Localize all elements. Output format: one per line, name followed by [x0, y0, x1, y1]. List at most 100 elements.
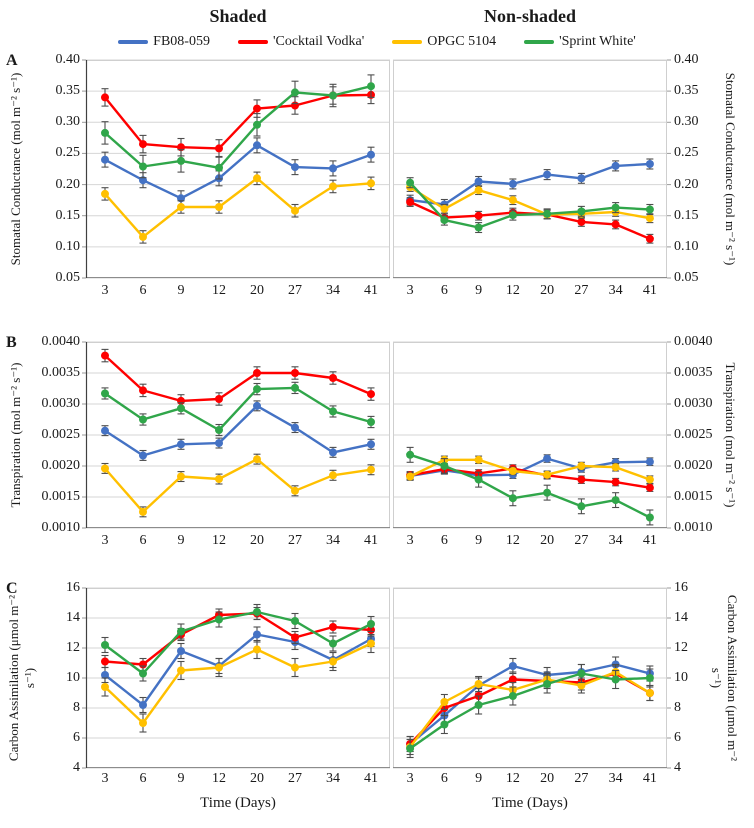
y-tick-label: 4: [674, 760, 681, 775]
y-tick-label: 6: [73, 730, 80, 745]
x-tick-label: 20: [250, 771, 264, 786]
x-tick-label: 12: [505, 283, 520, 298]
y-tick-label: 0.0030: [674, 396, 713, 411]
y-axis-title-left-b: Transpiration (mol m⁻² s⁻¹): [8, 362, 23, 508]
y-tick-label: 0.0020: [41, 458, 81, 473]
x-tick-label: 12: [212, 533, 226, 548]
x-tick-label: 3: [101, 283, 109, 298]
y-tick-label: 0.0015: [674, 489, 713, 504]
x-tick-label: 3: [101, 771, 109, 786]
x-tick-label: 34: [608, 771, 623, 786]
column-title-shaded: Shaded: [209, 6, 267, 26]
x-tick-label: 41: [364, 771, 378, 786]
y-tick-label: 4: [73, 760, 80, 775]
x-tick-label: 41: [642, 771, 657, 786]
x-tick-label: 6: [440, 771, 448, 786]
x-tick-label: 9: [177, 771, 185, 786]
legend-item: 'Sprint White': [524, 34, 636, 50]
chart-svg: [82, 587, 390, 769]
y-tick-label: 0.40: [674, 52, 699, 67]
x-tick-label: 20: [540, 533, 555, 548]
x-axis-title: Time (Days): [200, 795, 276, 811]
legend-item-label: 'Cocktail Vodka': [272, 34, 365, 49]
y-tick-label: 0.15: [55, 207, 81, 223]
y-tick-label: 0.0030: [41, 396, 81, 411]
chart-svg: [393, 341, 671, 529]
x-tick-label: 9: [475, 533, 483, 548]
x-tick-label: 6: [440, 533, 448, 548]
x-tick-label: 12: [212, 771, 226, 786]
y-tick-label: 0.0010: [674, 520, 713, 535]
y-tick-label: 0.0025: [674, 427, 713, 442]
y-tick-label: 0.25: [674, 145, 699, 161]
y-tick-label: 16: [674, 580, 688, 595]
y-tick-label: 12: [674, 640, 688, 655]
y-tick-label: 0.05: [55, 270, 81, 285]
y-tick-label: 10: [674, 670, 688, 685]
legend-line-swatch: [392, 40, 423, 44]
y-tick-label: 0.30: [674, 114, 699, 130]
y-tick-label: 0.0015: [41, 489, 81, 504]
legend-item: OPGC 5104: [392, 34, 496, 50]
legend-line-swatch: [524, 40, 555, 44]
y-tick-label: 0.30: [55, 114, 81, 130]
legend: FB08-059 'Cocktail Vodka' OPGC 5104 'Sprint…: [60, 34, 694, 50]
y-tick-label: 16: [66, 580, 80, 595]
y-tick-label: 0.10: [674, 238, 699, 254]
y-tick-label: 0.10: [55, 238, 81, 254]
legend-item: FB08-059: [118, 34, 210, 50]
chart-c-shaded: [82, 587, 390, 769]
y-tick-label: 0.15: [674, 207, 699, 223]
x-tick-label: 27: [288, 283, 302, 298]
x-tick-label: 12: [505, 533, 520, 548]
chart-b-non-shaded: [393, 341, 671, 529]
y-tick-label: 8: [674, 700, 681, 715]
legend-line-swatch: [237, 40, 268, 44]
x-tick-label: 20: [540, 283, 555, 298]
y-axis-title-right-b: Transpiration (mol m⁻² s⁻¹): [723, 362, 738, 508]
x-tick-label: 9: [177, 533, 185, 548]
y-tick-label: 10: [66, 670, 80, 685]
column-title-non-shaded: Non-shaded: [483, 6, 577, 26]
legend-item-label: OPGC 5104: [427, 34, 497, 49]
x-tick-label: 41: [642, 533, 657, 548]
x-tick-label: 9: [475, 283, 483, 298]
y-tick-label: 0.35: [674, 83, 699, 99]
x-tick-label: 20: [540, 771, 555, 786]
y-tick-label: 0.0025: [41, 427, 81, 442]
x-tick-label: 27: [288, 771, 302, 786]
chart-c-non-shaded: [393, 587, 671, 769]
x-axis-title: Time (Days): [492, 795, 568, 811]
y-tick-label: 12: [66, 640, 80, 655]
y-axis-title-left-c: Carbon Assimilation (μmol m⁻² s⁻¹): [6, 594, 37, 762]
x-tick-label: 27: [574, 283, 589, 298]
y-axis-title-left-a: Stomatal Conductance (mol m⁻² s⁻¹): [8, 72, 23, 266]
x-tick-label: 41: [364, 283, 378, 298]
y-tick-label: 0.0035: [674, 365, 713, 380]
x-tick-label: 12: [212, 283, 226, 298]
y-tick-label: 0.05: [674, 270, 699, 285]
x-tick-label: 34: [326, 283, 340, 298]
x-tick-label: 27: [574, 771, 589, 786]
x-tick-label: 20: [250, 283, 264, 298]
x-tick-label: 3: [406, 533, 414, 548]
x-tick-label: 41: [364, 533, 378, 548]
chart-svg: [82, 59, 390, 279]
y-tick-label: 6: [674, 730, 681, 745]
y-tick-label: 0.0040: [674, 334, 713, 349]
chart-a-non-shaded: [393, 59, 671, 279]
x-tick-label: 9: [177, 283, 185, 298]
x-tick-label: 41: [642, 283, 657, 298]
y-tick-label: 0.0035: [41, 365, 81, 380]
x-tick-label: 6: [440, 283, 448, 298]
y-tick-label: 0.25: [55, 145, 81, 161]
x-tick-label: 6: [139, 533, 147, 548]
y-tick-label: 14: [674, 610, 688, 625]
y-tick-label: 0.20: [55, 176, 81, 192]
y-tick-label: 0.0010: [41, 520, 81, 535]
legend-line-swatch: [118, 40, 149, 44]
x-tick-label: 6: [139, 283, 147, 298]
x-tick-label: 6: [139, 771, 147, 786]
x-tick-label: 34: [608, 283, 623, 298]
